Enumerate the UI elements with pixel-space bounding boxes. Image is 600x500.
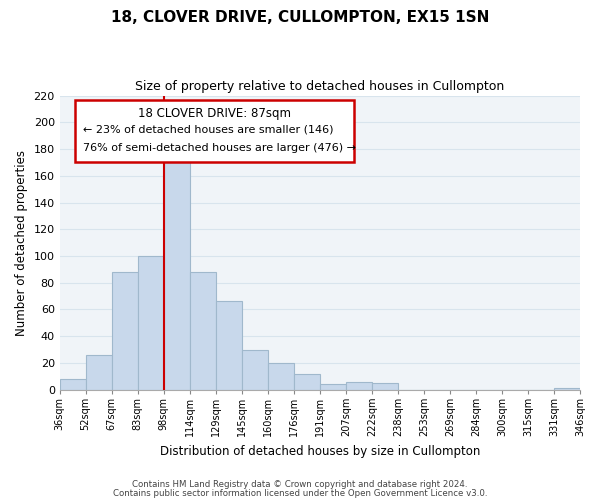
Bar [372, 383, 398, 390]
Bar [554, 388, 580, 390]
Bar [164, 157, 190, 390]
Bar [320, 384, 346, 390]
Bar [346, 382, 372, 390]
Bar [86, 355, 112, 390]
X-axis label: Distribution of detached houses by size in Cullompton: Distribution of detached houses by size … [160, 444, 480, 458]
Bar [138, 256, 164, 390]
Bar [112, 272, 138, 390]
Bar [294, 374, 320, 390]
Bar [59, 379, 86, 390]
Y-axis label: Number of detached properties: Number of detached properties [15, 150, 28, 336]
Bar [268, 363, 294, 390]
Bar [216, 302, 242, 390]
Text: 18, CLOVER DRIVE, CULLOMPTON, EX15 1SN: 18, CLOVER DRIVE, CULLOMPTON, EX15 1SN [111, 10, 489, 25]
Text: 76% of semi-detached houses are larger (476) →: 76% of semi-detached houses are larger (… [83, 142, 356, 152]
FancyBboxPatch shape [75, 100, 353, 162]
Text: Contains HM Land Registry data © Crown copyright and database right 2024.: Contains HM Land Registry data © Crown c… [132, 480, 468, 489]
Text: 18 CLOVER DRIVE: 87sqm: 18 CLOVER DRIVE: 87sqm [138, 108, 291, 120]
Text: Contains public sector information licensed under the Open Government Licence v3: Contains public sector information licen… [113, 488, 487, 498]
Title: Size of property relative to detached houses in Cullompton: Size of property relative to detached ho… [135, 80, 505, 93]
Text: ← 23% of detached houses are smaller (146): ← 23% of detached houses are smaller (14… [83, 125, 334, 135]
Bar [190, 272, 216, 390]
Bar [242, 350, 268, 390]
